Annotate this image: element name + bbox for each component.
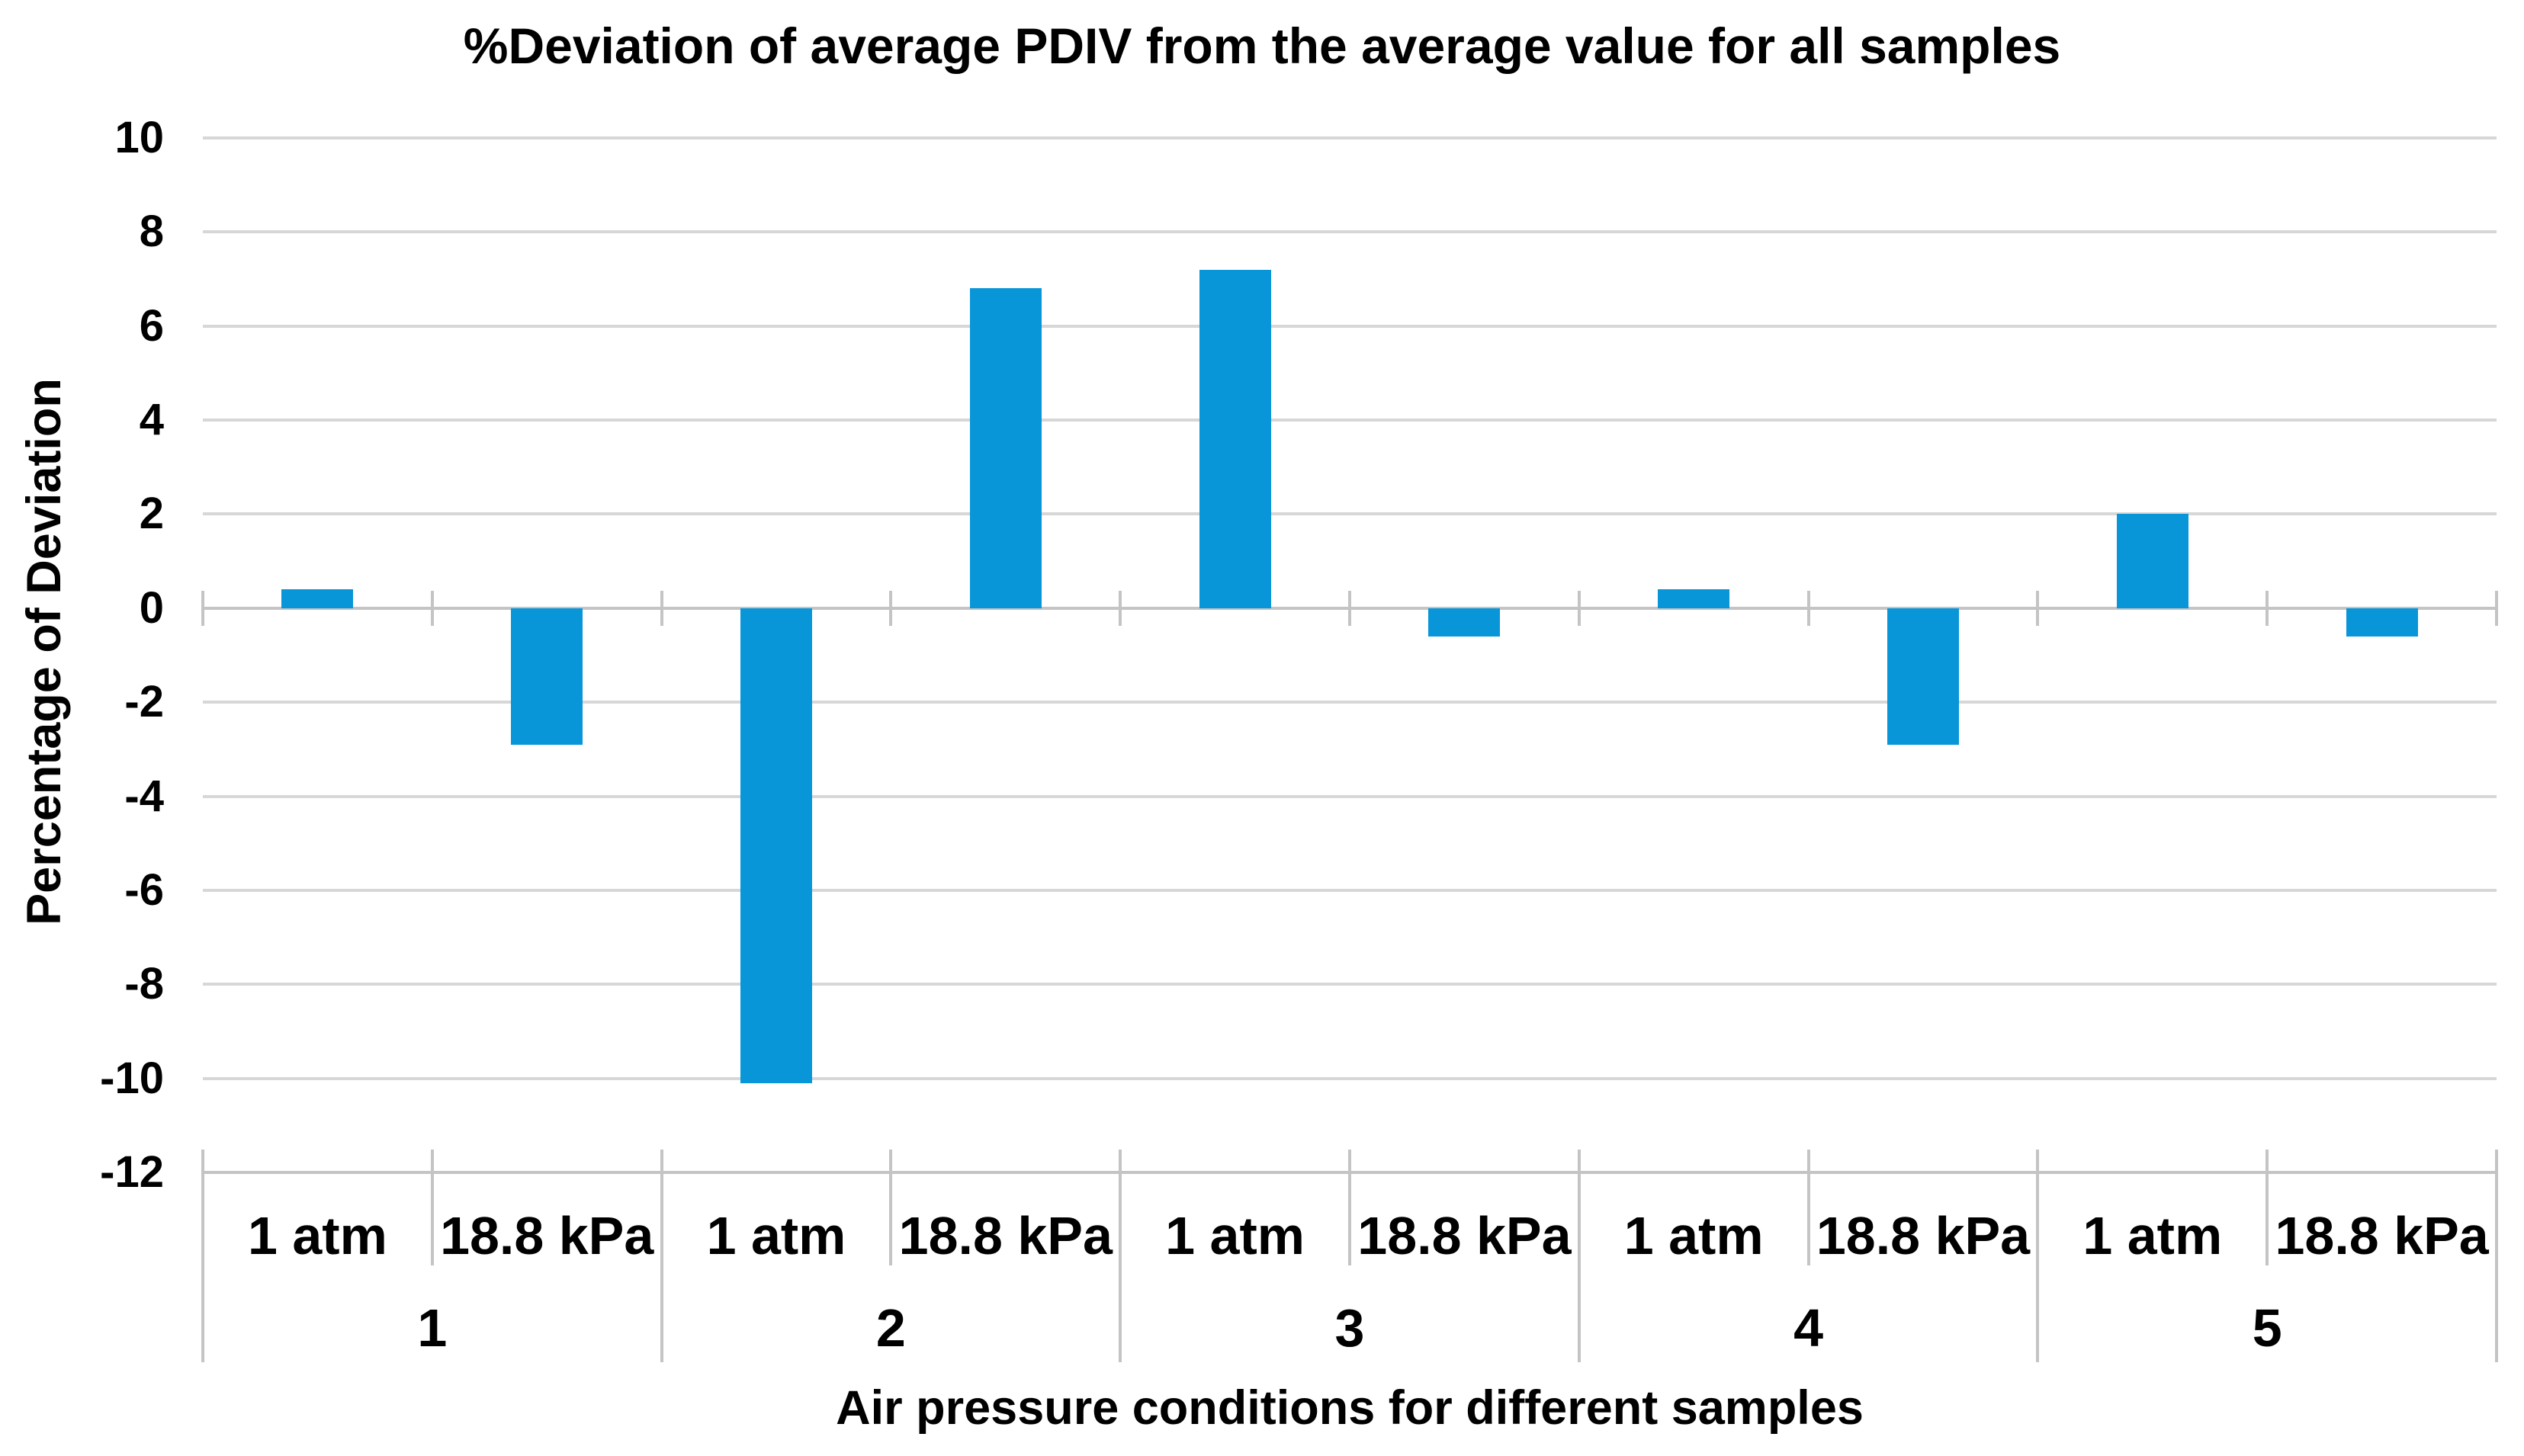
group-label: 1 [417,1298,448,1358]
y-tick-label--10: -10 [100,1053,164,1103]
gridline-y-8 [203,230,2497,234]
y-tick-label--4: -4 [124,771,164,821]
category-tick-major [1119,1150,1122,1362]
gridline-y--2 [203,701,2497,704]
gridline-y--4 [203,794,2497,798]
condition-label: 1 atm [247,1206,387,1265]
group-label: 5 [2252,1298,2282,1358]
chart-title: %Deviation of average PDIV from the aver… [463,18,2061,74]
gridline-y-2 [203,512,2497,516]
x-axis-title: Air pressure conditions for different sa… [836,1381,1864,1435]
gridline-y-4 [203,419,2497,422]
condition-label: 18.8 kPa [2275,1206,2489,1265]
zero-line-tick [660,590,663,626]
condition-label: 1 atm [1165,1206,1305,1265]
gridline-y--8 [203,983,2497,986]
y-tick-label-8: 8 [139,207,164,257]
gridline-y--6 [203,888,2497,892]
zero-line-tick [201,590,204,626]
condition-label: 18.8 kPa [1816,1206,2031,1265]
condition-label: 1 atm [2082,1206,2223,1265]
y-tick-label--8: -8 [124,959,164,1009]
gridline-y-6 [203,324,2497,328]
zero-line-tick [1348,590,1351,626]
bar-sample5-reduced-pressure [2346,608,2418,637]
gridline-y--10 [203,1076,2497,1080]
bar-sample4-atmospheric [1658,589,1730,608]
bar-sample2-reduced-pressure [969,288,1042,608]
group-label: 4 [1793,1298,1824,1358]
zero-line-tick [1577,590,1581,626]
zero-line-tick [2495,590,2498,626]
bar-sample1-reduced-pressure [511,608,583,745]
bar-sample5-atmospheric [2116,514,2188,608]
bar-sample3-reduced-pressure [1428,608,1501,637]
category-tick-minor [1348,1150,1351,1265]
bar-sample3-atmospheric [1199,269,1271,608]
zero-line-tick [1806,590,1810,626]
category-tick-major [2495,1150,2498,1362]
group-label: 3 [1334,1298,1365,1358]
category-tick-minor [2265,1150,2269,1265]
y-tick-label-4: 4 [139,395,164,445]
bar-sample2-atmospheric [740,608,812,1083]
category-tick-major [1577,1150,1581,1362]
category-tick-major [2036,1150,2040,1362]
condition-label: 1 atm [1623,1206,1764,1265]
category-tick-minor [430,1150,434,1265]
bar-sample1-atmospheric [281,589,354,608]
zero-line-tick [2265,590,2269,626]
condition-label: 18.8 kPa [898,1206,1113,1265]
category-tick-major [660,1150,663,1362]
zero-line-tick [1119,590,1122,626]
group-label: 2 [875,1298,906,1358]
gridline-y-10 [203,136,2497,140]
category-tick-minor [889,1150,893,1265]
condition-label: 18.8 kPa [440,1206,654,1265]
bar-sample4-reduced-pressure [1887,608,1959,745]
y-tick-label--12: -12 [100,1147,164,1197]
condition-label: 18.8 kPa [1357,1206,1572,1265]
y-tick-label--6: -6 [124,864,164,915]
y-tick-label-6: 6 [139,300,164,351]
zero-line-tick [889,590,893,626]
y-axis-title: Percentage of Deviation [18,378,71,925]
zero-line-tick [430,590,434,626]
y-tick-label-10: 10 [114,113,164,162]
y-tick-label--2: -2 [124,677,164,727]
condition-label: 1 atm [706,1206,846,1265]
y-tick-label-0: 0 [139,582,164,633]
category-tick-major [201,1150,204,1362]
category-tick-minor [1806,1150,1810,1265]
y-tick-label-2: 2 [139,489,164,539]
zero-line-tick [2036,590,2040,626]
